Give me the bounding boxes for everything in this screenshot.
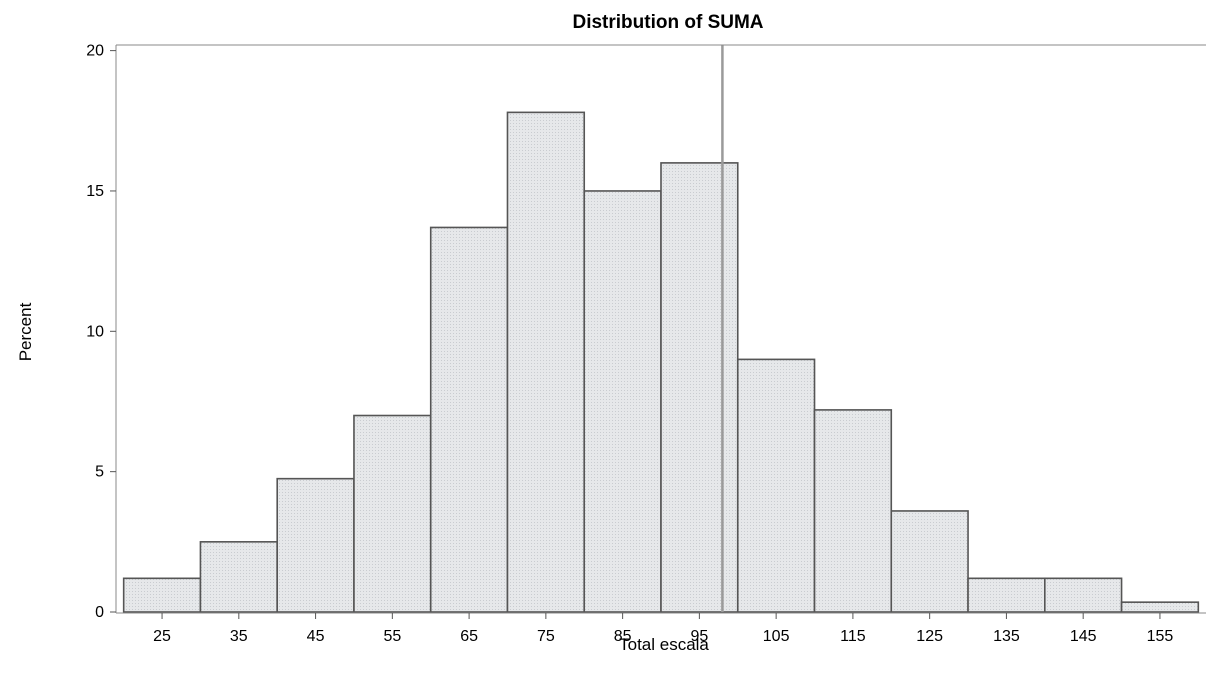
- x-axis-label: Total escala: [619, 635, 709, 654]
- histogram-bar-105: [736, 358, 816, 613]
- x-tick-label: 105: [763, 628, 790, 645]
- y-tick-label: 20: [86, 43, 104, 60]
- bars-layer: [122, 111, 1200, 613]
- histogram-bar-135: [967, 577, 1046, 613]
- y-tick-label: 5: [95, 464, 104, 481]
- x-tick-label: 85: [614, 628, 632, 645]
- histogram-bar-45: [276, 477, 355, 613]
- x-axis-ticks: 25 35 45 55 65 75 85 95 105 115 125 135 145 155: [153, 613, 1173, 645]
- x-tick-label: 75: [537, 628, 555, 645]
- histogram-bar-145: [1044, 577, 1123, 613]
- histogram-bar-65: [429, 226, 509, 613]
- y-axis-ticks: 0 5 10 15 20: [86, 43, 116, 621]
- y-tick-label: 15: [86, 183, 104, 200]
- plot-frame-layer: [115, 44, 1206, 614]
- x-tick-label: 45: [307, 628, 325, 645]
- histogram-bar-155: [1120, 601, 1200, 613]
- x-tick-label: 135: [993, 628, 1020, 645]
- x-tick-label: 125: [916, 628, 943, 645]
- x-tick-label: 55: [383, 628, 401, 645]
- chart-title: Distribution of SUMA: [572, 12, 763, 33]
- x-tick-label: 95: [690, 628, 708, 645]
- y-axis-label: Percent: [16, 302, 35, 361]
- x-tick-label: 65: [460, 628, 478, 645]
- histogram-bar-115: [813, 409, 893, 613]
- histogram-bar-55: [353, 414, 432, 613]
- y-tick-label: 0: [95, 604, 104, 621]
- histogram-bar-75: [506, 111, 586, 613]
- x-tick-label: 25: [153, 628, 171, 645]
- histogram-bar-25: [122, 577, 202, 613]
- histogram-bar-85: [583, 190, 662, 613]
- x-tick-label: 115: [840, 628, 866, 645]
- x-tick-label: 35: [230, 628, 248, 645]
- histogram-bar-35: [199, 541, 278, 613]
- y-tick-label: 10: [86, 323, 104, 340]
- histogram-bar-125: [890, 510, 969, 613]
- histogram-bar-95: [660, 162, 739, 613]
- x-tick-label: 155: [1147, 628, 1174, 645]
- x-tick-label: 145: [1070, 628, 1097, 645]
